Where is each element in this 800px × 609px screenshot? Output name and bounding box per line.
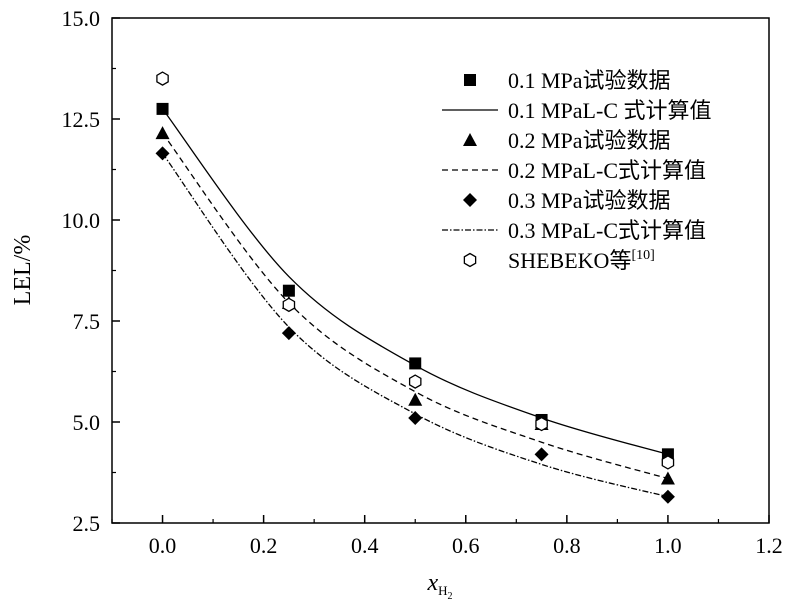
- legend: 0.1 MPa试验数据 0.1 MPaL-C 式计算值 0.2 MPa试验数据 0.2…: [442, 68, 712, 273]
- legend-label: 0.3 MPa试验数据: [508, 188, 671, 213]
- legend-label-text: 0.3 MPaL-C式计算值: [508, 218, 706, 243]
- legend-label: SHEBEKO等[10]: [508, 248, 655, 273]
- legend-label-text: 0.2 MPaL-C式计算值: [508, 158, 706, 183]
- legend-label-text: 0.2 MPa试验数据: [508, 128, 671, 153]
- fit-curves: [162, 108, 669, 498]
- legend-label-text: 0.1 MPaL-C 式计算值: [508, 98, 712, 123]
- legend-label-superscript: [10]: [631, 248, 654, 263]
- x-tick-label: 0.6: [452, 533, 480, 558]
- data-markers: [155, 71, 675, 504]
- data-point-hexagon: [535, 416, 548, 432]
- x-axis-title: xH2: [426, 570, 452, 602]
- legend-item: 0.2 MPaL-C式计算值: [442, 158, 706, 183]
- data-point-diamond: [534, 447, 549, 462]
- data-point-square: [409, 357, 422, 370]
- x-axis: 0.0 0.2 0.4 0.6 0.8 1.0 1.2: [111, 515, 783, 558]
- data-point-hexagon: [661, 455, 675, 470]
- legend-marker-hexagon: [463, 252, 477, 268]
- plot-frame: [111, 17, 770, 524]
- data-point-hexagon: [408, 374, 422, 389]
- x-tick-label: 1.2: [755, 533, 783, 558]
- legend-label: 0.2 MPaL-C式计算值: [508, 158, 706, 183]
- data-point-hexagon: [156, 71, 169, 86]
- legend-item: 0.1 MPa试验数据: [464, 68, 671, 93]
- legend-marker-diamond: [463, 193, 477, 207]
- legend-item: SHEBEKO等[10]: [463, 248, 655, 273]
- x-tick-label: 0.4: [351, 533, 379, 558]
- x-tick-label: 0.2: [250, 533, 278, 558]
- data-point-triangle: [408, 392, 423, 406]
- legend-label: 0.3 MPaL-C式计算值: [508, 218, 706, 243]
- data-point-triangle: [660, 471, 675, 485]
- data-point-diamond: [155, 146, 170, 161]
- data-point-diamond: [281, 326, 296, 341]
- y-tick-label: 2.5: [73, 511, 101, 536]
- y-tick-label: 15.0: [62, 6, 101, 31]
- data-point-diamond: [660, 489, 675, 504]
- plot-area: [111, 17, 770, 524]
- legend-label-text: 0.1 MPa试验数据: [508, 68, 671, 93]
- data-point-diamond: [408, 410, 423, 425]
- y-tick-label: 12.5: [62, 107, 101, 132]
- data-point-hexagon: [282, 297, 296, 313]
- y-axis: 2.5 5.0 7.5 10.0 12.5 15.0: [62, 6, 120, 536]
- y-axis-title: LEL/%: [10, 235, 36, 306]
- x-axis-title-subscript: H: [438, 583, 447, 598]
- legend-marker-triangle: [463, 133, 477, 146]
- x-axis-title-subsubscript: 2: [448, 591, 453, 602]
- legend-label-text: 0.3 MPa试验数据: [508, 188, 671, 213]
- y-tick-label: 10.0: [62, 208, 101, 233]
- fit-curve-5: [162, 152, 669, 498]
- y-tick-label: 7.5: [73, 309, 101, 334]
- legend-item: 0.2 MPa试验数据: [463, 128, 671, 153]
- y-tick-label: 5.0: [73, 410, 101, 435]
- x-tick-label: 0.0: [149, 533, 177, 558]
- legend-item: 0.3 MPaL-C式计算值: [442, 218, 706, 243]
- legend-label: 0.1 MPa试验数据: [508, 68, 671, 93]
- x-tick-label: 0.8: [553, 533, 581, 558]
- legend-label: 0.1 MPaL-C 式计算值: [508, 98, 712, 123]
- legend-item: 0.3 MPa试验数据: [463, 188, 671, 213]
- fit-curve-3: [162, 132, 669, 480]
- x-tick-label: 1.0: [654, 533, 682, 558]
- data-point-triangle: [155, 126, 170, 140]
- x-axis-title-main: x: [426, 570, 438, 596]
- legend-item: 0.1 MPaL-C 式计算值: [442, 98, 712, 123]
- data-point-square: [282, 284, 295, 297]
- fit-curve-1: [162, 108, 669, 455]
- data-point-square: [156, 102, 169, 115]
- legend-label: 0.2 MPa试验数据: [508, 128, 671, 153]
- legend-marker-square: [464, 74, 476, 86]
- legend-label-text: SHEBEKO等: [508, 248, 631, 273]
